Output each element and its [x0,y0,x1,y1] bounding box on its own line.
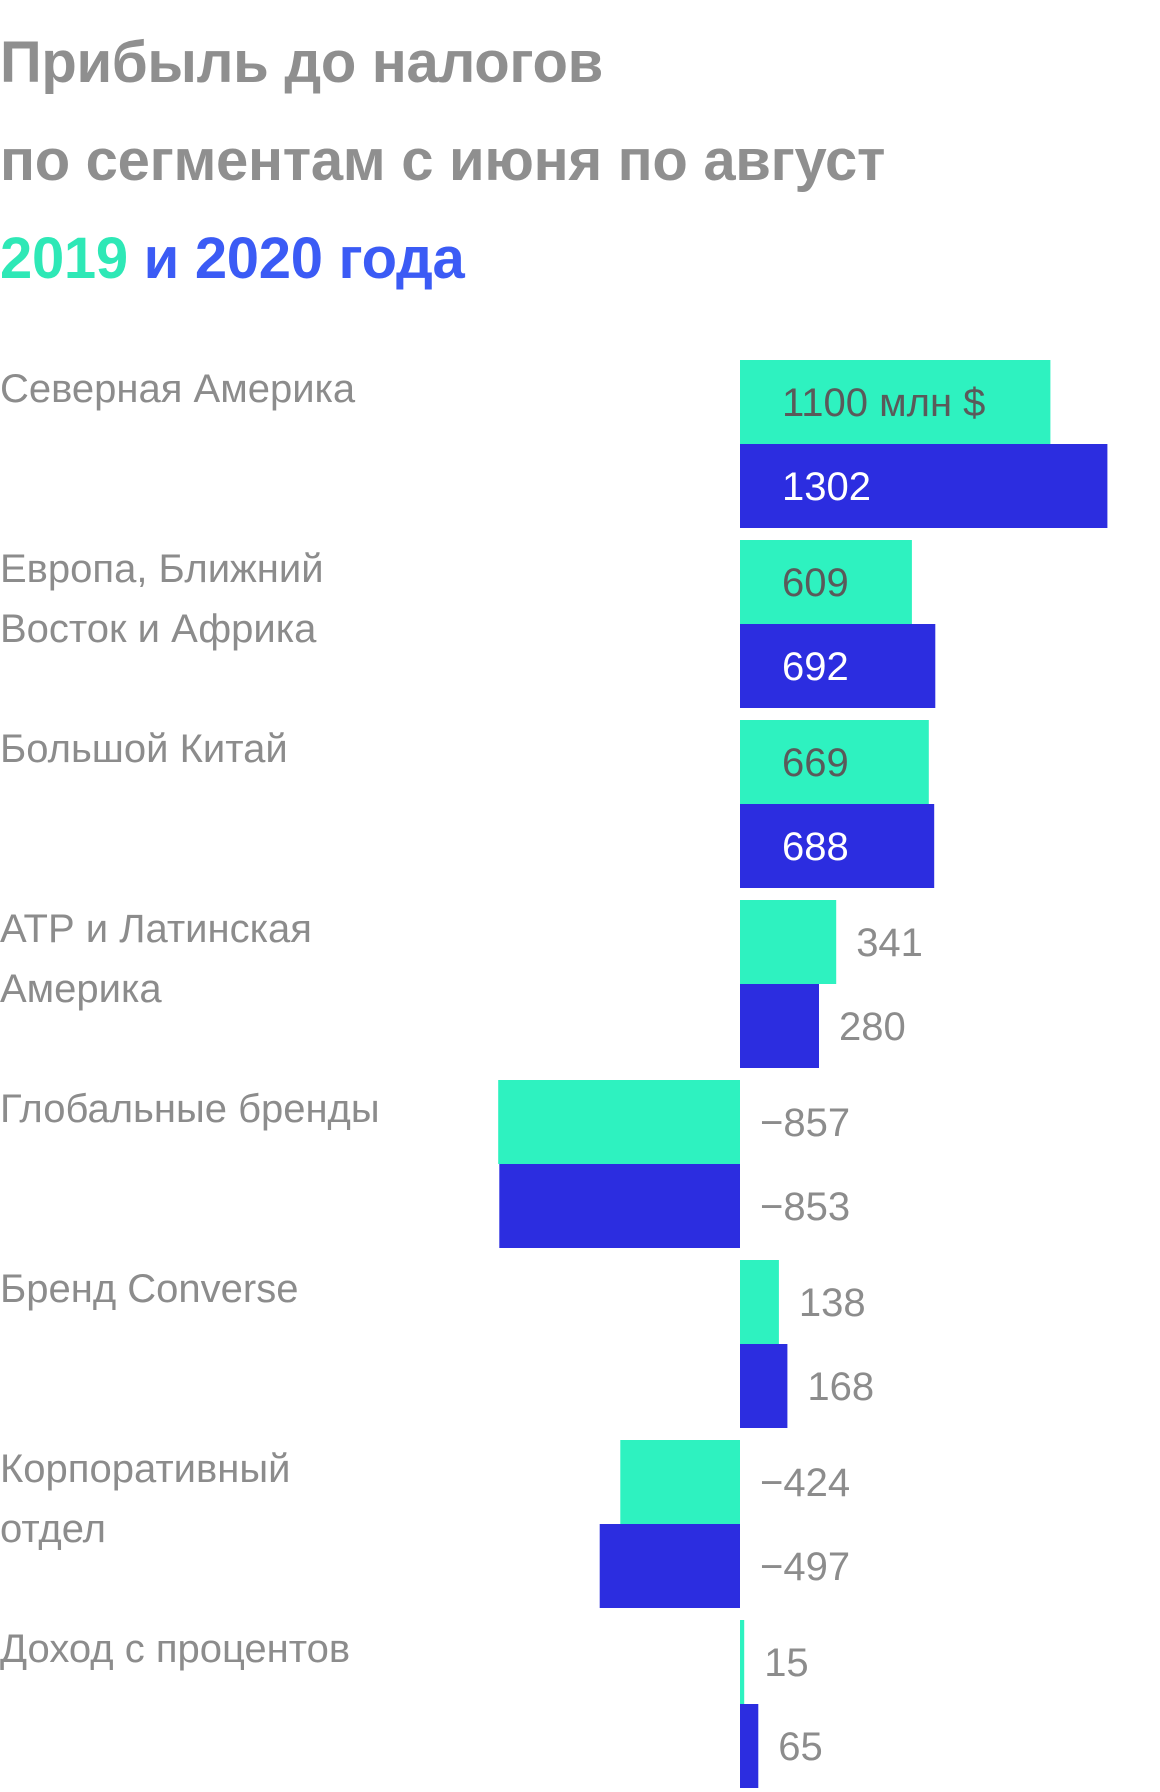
value-label-2020: 1302 [782,465,871,509]
value-label-2020: 692 [782,645,849,689]
bar-2019 [620,1440,740,1524]
bar-2020 [599,1524,740,1608]
chart-title: Прибыль до налогов по сегментам с июня п… [0,14,1150,308]
value-label-2020: 280 [839,1005,906,1049]
category-label: Большой Китай [0,727,288,771]
bar-2020 [740,1704,759,1788]
bar-2019 [740,1620,745,1704]
title-conjunction: и [143,226,180,291]
value-label-2019: −857 [760,1101,850,1145]
category-label: Европа, Ближний Восток и Африка [0,547,324,651]
category-label: Северная Америка [0,367,356,411]
value-label-2019: 609 [782,561,849,605]
value-label-2020: 688 [782,825,849,869]
title-line-1: Прибыль до налогов [0,30,603,95]
title-year-2020: 2020 [194,226,323,291]
bar-2020 [740,984,819,1068]
bar-2020 [740,804,935,888]
bar-2020 [499,1164,740,1248]
bar-2020 [740,1344,788,1428]
value-label-2019: 341 [856,921,923,965]
category-label: АТР и Латинская Америка [0,907,312,1011]
category-label: Бренд Converse [0,1267,298,1311]
bar-2020 [740,444,1108,528]
title-line-2: по сегментам с июня по август [0,128,886,193]
bar-2019 [740,1260,779,1344]
category-label: Доход с процентов [0,1627,350,1671]
bar-2020 [740,624,936,708]
bar-2019 [740,900,837,984]
value-label-2020: −853 [760,1185,850,1229]
value-label-2020: 168 [807,1365,874,1409]
bar-2019 [740,720,929,804]
value-label-2020: −497 [760,1545,850,1589]
value-label-2019: 1100 млн $ [782,381,985,425]
title-line-3: 2019 и 2020 года [0,210,1150,308]
value-label-2019: 669 [782,741,849,785]
value-label-2019: 15 [764,1641,809,1685]
bar-2019 [740,540,912,624]
value-label-2020: 65 [778,1725,823,1769]
title-year-2019: 2019 [0,226,128,291]
value-label-2019: 138 [799,1281,866,1325]
title-suffix: года [338,226,465,291]
bar-2019 [740,360,1051,444]
category-label: Корпоративный отдел [0,1447,290,1551]
value-label-2019: −424 [760,1461,850,1505]
category-label: Глобальные бренды [0,1087,380,1131]
bar-2019 [498,1080,740,1164]
